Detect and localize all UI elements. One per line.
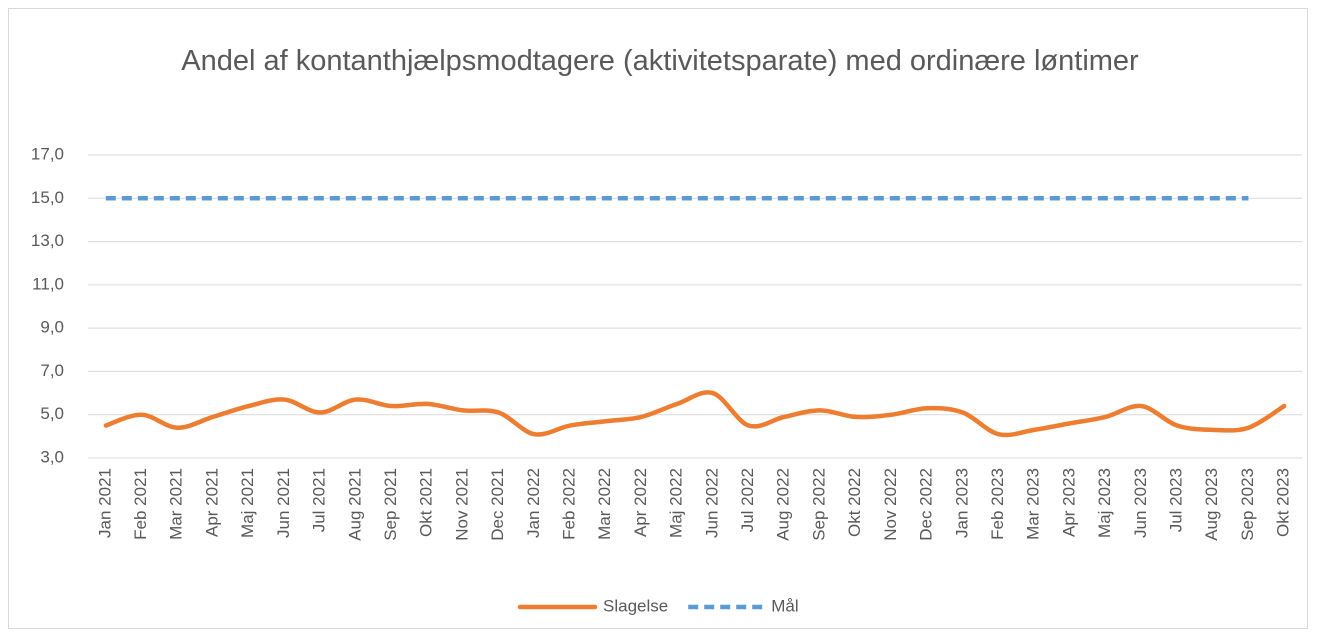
x-tick-label: Sep 2022 — [809, 468, 828, 541]
legend-label: Slagelse — [603, 596, 668, 615]
x-tick-label: Nov 2022 — [881, 468, 900, 541]
x-tick-label: Jan 2022 — [524, 468, 543, 538]
x-tick-label: Feb 2022 — [560, 468, 579, 540]
x-tick-label: Okt 2023 — [1274, 468, 1293, 537]
x-tick-label: Jun 2023 — [1131, 468, 1150, 538]
x-tick-label: Maj 2021 — [238, 468, 257, 538]
y-tick-label: 3,0 — [40, 447, 64, 466]
x-tick-label: Mar 2023 — [1024, 468, 1043, 540]
x-tick-label: Jul 2021 — [310, 468, 329, 532]
x-tick-label: Jan 2023 — [952, 468, 971, 538]
x-tick-label: Apr 2023 — [1059, 468, 1078, 537]
x-tick-label: Jul 2022 — [738, 468, 757, 532]
x-tick-label: Jul 2023 — [1167, 468, 1186, 532]
chart-border — [8, 8, 1308, 629]
x-tick-label: Jan 2021 — [95, 468, 114, 538]
x-tick-label: Jun 2022 — [702, 468, 721, 538]
x-tick-label: Aug 2023 — [1202, 468, 1221, 541]
y-tick-label: 9,0 — [40, 318, 64, 337]
chart-title: Andel af kontanthjælpsmodtagere (aktivit… — [181, 45, 1139, 77]
x-tick-label: Okt 2021 — [417, 468, 436, 537]
x-tick-label: Mar 2022 — [595, 468, 614, 540]
y-tick-label: 7,0 — [40, 361, 64, 380]
x-tick-label: Apr 2021 — [202, 468, 221, 537]
x-tick-label: Dec 2022 — [917, 468, 936, 541]
x-tick-label: Aug 2022 — [774, 468, 793, 541]
x-tick-label: Feb 2021 — [131, 468, 150, 540]
y-tick-label: 15,0 — [31, 188, 64, 207]
x-tick-label: Sep 2023 — [1238, 468, 1257, 541]
x-tick-label: Aug 2021 — [345, 468, 364, 541]
y-tick-label: 5,0 — [40, 404, 64, 423]
x-tick-label: Maj 2023 — [1095, 468, 1114, 538]
x-tick-label: Sep 2021 — [381, 468, 400, 541]
legend-label: Mål — [771, 596, 798, 615]
x-tick-label: Apr 2022 — [631, 468, 650, 537]
x-tick-label: Mar 2021 — [167, 468, 186, 540]
x-tick-label: Nov 2021 — [452, 468, 471, 541]
x-tick-label: Feb 2023 — [988, 468, 1007, 540]
y-tick-label: 17,0 — [31, 144, 64, 163]
x-tick-label: Maj 2022 — [667, 468, 686, 538]
x-tick-label: Okt 2022 — [845, 468, 864, 537]
series-line — [103, 390, 1287, 438]
x-tick-label: Dec 2021 — [488, 468, 507, 541]
y-tick-label: 11,0 — [32, 274, 64, 293]
y-tick-label: 13,0 — [31, 231, 64, 250]
x-tick-label: Jun 2021 — [274, 468, 293, 538]
